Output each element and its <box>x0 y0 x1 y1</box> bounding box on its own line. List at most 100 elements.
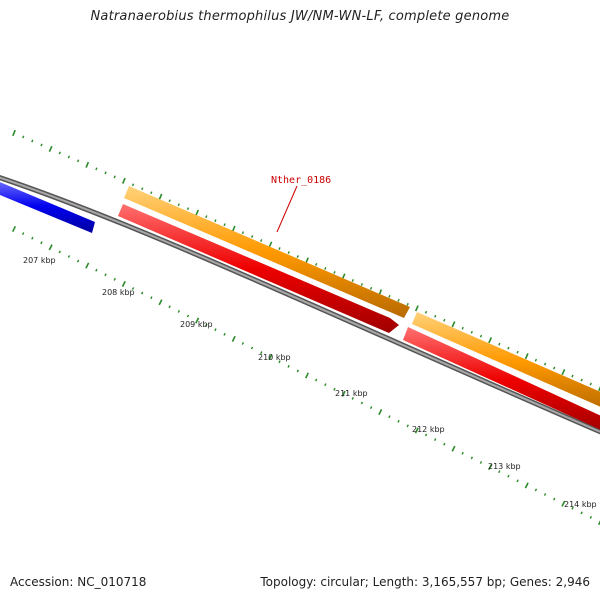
minor-tick <box>131 287 135 290</box>
minor-tick <box>507 474 510 478</box>
gene-orange-2 <box>412 312 600 407</box>
minor-tick <box>333 271 336 274</box>
major-tick <box>231 225 236 232</box>
minor-tick <box>223 223 226 227</box>
minor-tick <box>104 171 107 175</box>
major-tick <box>598 385 600 392</box>
minor-tick <box>534 358 538 362</box>
minor-tick <box>241 341 245 345</box>
kbp-label: 214 kbp <box>564 500 597 509</box>
accession-text: Accession: NC_010718 <box>10 575 147 589</box>
minor-tick <box>553 366 556 370</box>
minor-tick <box>470 330 473 334</box>
minor-tick <box>58 250 61 254</box>
gene-blue-left <box>0 182 95 233</box>
major-tick <box>195 317 200 324</box>
major-tick <box>378 409 383 416</box>
minor-tick <box>31 139 34 143</box>
minor-tick <box>589 382 592 386</box>
map-title: Natranaerobius thermophilus JW/NM-WN-LF,… <box>90 9 510 24</box>
major-tick <box>341 390 346 397</box>
minor-tick <box>498 342 501 346</box>
minor-tick <box>131 183 135 187</box>
major-tick <box>524 353 529 360</box>
minor-tick <box>388 294 391 298</box>
minor-tick <box>214 328 217 332</box>
inner-tick-ruler <box>11 225 600 526</box>
minor-tick <box>571 374 574 378</box>
kbp-label: 213 kbp <box>488 462 521 471</box>
major-tick <box>12 129 16 137</box>
major-tick <box>158 193 163 200</box>
kbp-label: 208 kbp <box>102 288 135 297</box>
minor-tick <box>369 286 373 290</box>
minor-tick <box>434 314 437 318</box>
major-tick <box>451 445 456 452</box>
gene-label-nther-0186[interactable]: Nther_0186 <box>271 175 331 186</box>
major-tick <box>268 354 273 361</box>
major-tick <box>158 299 163 306</box>
minor-tick <box>21 232 25 236</box>
major-tick <box>488 337 493 344</box>
minor-tick <box>141 187 144 191</box>
kbp-label: 210 kbp <box>258 353 291 362</box>
minor-tick <box>241 231 245 235</box>
genome-summary-text: Topology: circular; Length: 3,165,557 bp… <box>260 575 590 589</box>
major-tick <box>85 161 90 168</box>
minor-tick <box>67 155 71 159</box>
kbp-label: 212 kbp <box>412 425 445 434</box>
minor-tick <box>461 326 464 330</box>
minor-tick <box>479 334 483 338</box>
minor-tick <box>424 310 428 314</box>
minor-tick <box>580 378 583 382</box>
minor-tick <box>479 461 483 464</box>
major-tick <box>524 482 529 489</box>
minor-tick <box>589 515 593 519</box>
kbp-labels: 207 kbp 208 kbp 209 kbp 210 kbp 211 kbp … <box>23 256 597 509</box>
genome-backbone-highlight <box>0 176 600 433</box>
minor-tick <box>76 159 80 163</box>
minor-tick <box>543 362 547 366</box>
minor-tick <box>223 332 226 336</box>
minor-tick <box>543 493 547 496</box>
minor-tick <box>250 235 254 238</box>
major-tick <box>48 244 53 251</box>
minor-tick <box>168 199 171 203</box>
minor-tick <box>95 268 98 272</box>
kbp-label: 211 kbp <box>335 389 368 398</box>
kbp-label: 209 kbp <box>180 320 213 329</box>
minor-tick <box>40 143 43 147</box>
minor-tick <box>360 401 364 405</box>
minor-tick <box>177 203 180 207</box>
minor-tick <box>250 346 254 350</box>
minor-tick <box>315 263 318 266</box>
minor-tick <box>40 241 43 245</box>
minor-tick <box>433 438 437 442</box>
minor-tick <box>214 219 217 223</box>
minor-tick <box>360 283 364 286</box>
major-tick <box>195 209 200 216</box>
major-tick <box>561 500 566 507</box>
minor-tick <box>443 442 446 446</box>
minor-tick <box>507 346 510 350</box>
minor-tick <box>186 314 190 318</box>
major-tick <box>121 280 126 287</box>
minor-tick <box>516 479 519 483</box>
minor-tick <box>580 511 583 515</box>
minor-tick <box>324 267 327 270</box>
minor-tick <box>424 433 428 437</box>
minor-tick <box>351 396 354 400</box>
major-tick <box>304 372 310 379</box>
minor-tick <box>22 135 25 139</box>
minor-tick <box>31 236 34 240</box>
minor-tick <box>186 207 190 211</box>
gene-orange-1 <box>124 186 410 318</box>
minor-tick <box>150 191 153 195</box>
minor-tick <box>498 470 501 474</box>
kbp-label: 207 kbp <box>23 256 56 265</box>
minor-tick <box>113 277 116 281</box>
minor-tick <box>58 151 61 155</box>
minor-tick <box>278 247 281 250</box>
